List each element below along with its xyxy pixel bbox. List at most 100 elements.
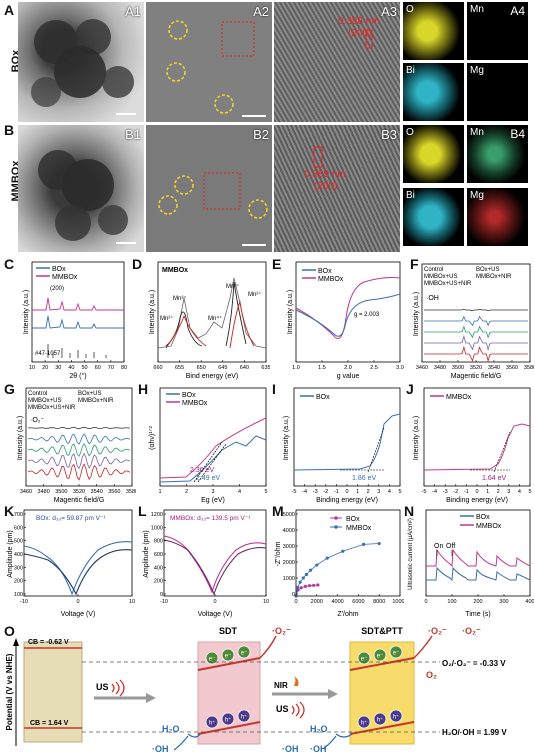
k-ytick: 300 xyxy=(14,565,23,571)
n-x-tick: 300 xyxy=(499,599,508,605)
g-x-tick: 3460 xyxy=(20,489,32,495)
l-x-tick: 0 xyxy=(213,599,216,605)
h-x-tick: 4 xyxy=(238,489,241,495)
chart-d: MMBOx Mn³⁺ Mn²⁺ Mn⁴⁺ Mn³⁺ Mn²⁺ 660 655 650… xyxy=(149,261,270,380)
legend-n-mmbox: MMBOx xyxy=(476,523,502,530)
fire-icon xyxy=(294,676,299,686)
f-x-tick: 3480 xyxy=(434,365,446,371)
legend-f-0: Control xyxy=(424,267,443,273)
e-x-tick: 1.5 xyxy=(318,365,326,371)
n-x-tick: 0 xyxy=(424,599,427,605)
oh-ptt-1: ·OH xyxy=(282,744,299,754)
panel-label-m: M xyxy=(272,503,284,519)
title-d: MMBOx xyxy=(162,267,188,274)
electron-label: e⁻ xyxy=(361,657,368,663)
nyquist-mmbox-point xyxy=(315,563,319,567)
h2o-sdt: H₂O xyxy=(162,724,180,734)
hole-icon xyxy=(205,715,219,729)
n-x-tick: 100 xyxy=(447,599,456,605)
epr-trace xyxy=(424,315,528,327)
o2r-sdt: ·O₂⁻ xyxy=(272,626,291,636)
hole-label: h⁺ xyxy=(225,717,232,724)
l-ytick: 800 xyxy=(154,539,163,545)
e-x-tick: 3.0 xyxy=(396,365,404,371)
legend-f-3: MMBOx+NIR xyxy=(476,274,512,280)
epr-trace xyxy=(424,308,528,312)
legend-n-box: BOx xyxy=(476,514,490,521)
j-x-tick: 5 xyxy=(528,489,531,495)
g-x-tick: 3560 xyxy=(108,489,120,495)
i-x-tick: -3 xyxy=(313,489,318,495)
ref1-text: O₂/·O₂⁻ = -0.33 V xyxy=(442,659,506,668)
d-x-tick: 640 xyxy=(240,365,249,371)
nyquist-mmbox-point xyxy=(295,585,300,589)
legend-c-mmbox: MMBOx xyxy=(52,274,78,281)
tem-label-a3: A3 xyxy=(381,4,397,19)
lattice-a: 0.388 nm xyxy=(338,16,380,27)
panel-label-h: H xyxy=(138,381,149,397)
chart-j: MMBOx 1.64 eV -5 -4 -3 -2 -1 0 1 2 3 4 5 Binding e… xyxy=(413,387,532,504)
c-x-tick: 60 xyxy=(95,365,101,371)
o2r-ptt-1: ·O₂⁻ xyxy=(428,626,447,636)
m-x-tick: 4000 xyxy=(331,599,343,605)
epr-trace xyxy=(27,442,131,458)
i-x-tick: 0 xyxy=(345,489,348,495)
d-x-tick: 650 xyxy=(197,365,206,371)
nyquist-mmbox-point xyxy=(341,549,345,553)
epr-trace xyxy=(27,452,131,470)
legend-g-3: MMBOx+NIR xyxy=(78,398,114,404)
c-x-tick: 30 xyxy=(55,365,61,371)
h-x-tick: 3 xyxy=(211,489,214,495)
electron-icon xyxy=(373,648,387,662)
k-ytick: 200 xyxy=(14,579,23,585)
j-value: 1.64 eV xyxy=(482,475,506,482)
eds-bi-a: Bi xyxy=(403,63,464,121)
epr-trace xyxy=(424,325,528,339)
m-x-tick: 2000 xyxy=(311,599,323,605)
ylabel-h: (αhν)¹ᐟ² xyxy=(149,425,156,449)
o-axis: Potential (V vs NHE) xyxy=(5,653,14,730)
j-x-tick: -1 xyxy=(464,489,469,495)
d-x-tick: 645 xyxy=(218,365,227,371)
tem-label-a2: A2 xyxy=(253,4,269,19)
d-x-tick: 660 xyxy=(153,365,162,371)
xlabel-f: Magentic field/G xyxy=(451,373,502,380)
ylabel-l: Amplitude (pm) xyxy=(143,530,150,577)
tem-label-a1: A1 xyxy=(125,4,141,19)
f-x-tick: 3540 xyxy=(488,365,500,371)
xlabel-i: Binding energy (eV) xyxy=(316,497,378,504)
panel-label-e: E xyxy=(272,256,282,272)
ultrasound-icon-2 xyxy=(291,701,305,719)
j-x-tick: 0 xyxy=(475,489,478,495)
c-x-tick: 80 xyxy=(121,365,127,371)
vb-text: CB = 1.64 V xyxy=(30,720,69,727)
e-x-tick: 2.0 xyxy=(344,365,352,371)
m-ytick: 3000 xyxy=(283,544,295,550)
i-x-tick: 2 xyxy=(367,489,370,495)
legend-g-2: MMBOx+US xyxy=(28,398,62,404)
ref2-text: H₂O/·OH = 1.99 V xyxy=(442,728,507,737)
hole-label: h⁺ xyxy=(361,720,368,727)
ultrasound-icon xyxy=(111,679,125,697)
note-l: MMBOx: d₃₃= 139.5 pm V⁻¹ xyxy=(170,515,251,522)
ylabel-g: Intensity (a.u.) xyxy=(17,416,24,460)
i-x-tick: 4 xyxy=(388,489,391,495)
d-label-2: Mn²⁺ xyxy=(160,315,174,322)
gval-e: g = 2.003 xyxy=(354,312,380,318)
f-x-tick: 3500 xyxy=(452,365,464,371)
m-x-tick: 8000 xyxy=(373,599,385,605)
ylabel-j: Intensity (a.u.) xyxy=(413,416,420,460)
note-k: BOx: d₃₃= 59.87 pm V⁻¹ xyxy=(36,515,106,522)
xlabel-d: Bind energy (eV) xyxy=(186,373,239,380)
tem-label-b3: B3 xyxy=(381,127,397,142)
epr-trace xyxy=(424,335,528,351)
ylabel-f: Intensity (a.u.) xyxy=(413,292,420,336)
g-x-tick: 3580 xyxy=(126,489,136,495)
electron-icon xyxy=(357,651,371,665)
i-x-tick: 1 xyxy=(356,489,359,495)
n-x-tick: 200 xyxy=(473,599,482,605)
d-label-4: Mn³⁺ xyxy=(226,283,240,290)
legend-j: MMBOx xyxy=(446,394,472,401)
hkl-b: (200) xyxy=(314,181,338,192)
